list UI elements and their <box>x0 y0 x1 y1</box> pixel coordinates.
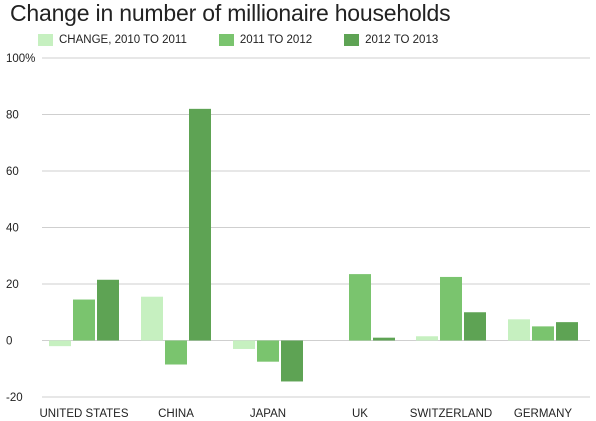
bar <box>73 299 95 341</box>
y-tick-label: 80 <box>6 110 19 122</box>
legend-item: 2011 TO 2012 <box>218 34 313 46</box>
bar <box>49 340 71 347</box>
y-axis-ticks: -20 0 20 40 60 80 100% <box>6 53 35 404</box>
bar <box>532 326 554 341</box>
x-tick-label: UK <box>352 408 368 420</box>
bar <box>257 340 279 362</box>
y-tick-label: 100% <box>6 53 35 65</box>
gridlines <box>42 57 590 398</box>
chart-title: Change in number of millionaire househol… <box>10 0 451 26</box>
x-tick-label: JAPAN <box>250 408 286 420</box>
x-tick-label: GERMANY <box>514 408 572 420</box>
bar <box>416 336 438 341</box>
bar <box>141 296 163 341</box>
legend-item: 2012 TO 2013 <box>344 34 438 46</box>
legend-label: 2011 TO 2012 <box>239 34 313 46</box>
bar <box>464 312 486 341</box>
bar <box>556 322 578 341</box>
bar <box>233 340 255 349</box>
legend-item: CHANGE, 2010 TO 2011 <box>38 34 187 46</box>
legend-swatch <box>344 34 360 46</box>
x-axis-ticks: UNITED STATES CHINA JAPAN UK SWITZERLAND GERM… <box>39 408 572 420</box>
legend-label: CHANGE, 2010 TO 2011 <box>59 34 187 46</box>
bar <box>349 274 371 341</box>
x-tick-label: UNITED STATES <box>39 408 128 420</box>
bar <box>189 108 211 341</box>
y-tick-label: 40 <box>6 223 19 235</box>
bars <box>49 108 578 382</box>
bar <box>97 279 119 341</box>
bar <box>508 319 530 341</box>
legend-swatch <box>38 34 53 46</box>
legend: CHANGE, 2010 TO 2011 2011 TO 2012 2012 TO … <box>38 33 470 47</box>
legend-label: 2012 TO 2013 <box>365 34 439 46</box>
x-tick-label: CHINA <box>158 408 194 420</box>
y-tick-label: 60 <box>6 166 19 178</box>
bar <box>165 340 187 365</box>
x-tick-label: SWITZERLAND <box>410 408 492 420</box>
legend-swatch <box>218 34 234 46</box>
bar <box>440 276 462 341</box>
bar <box>281 340 303 382</box>
y-tick-label: -20 <box>6 392 23 404</box>
bar <box>373 337 395 341</box>
y-tick-label: 0 <box>6 336 12 348</box>
y-tick-label: 20 <box>6 279 19 291</box>
